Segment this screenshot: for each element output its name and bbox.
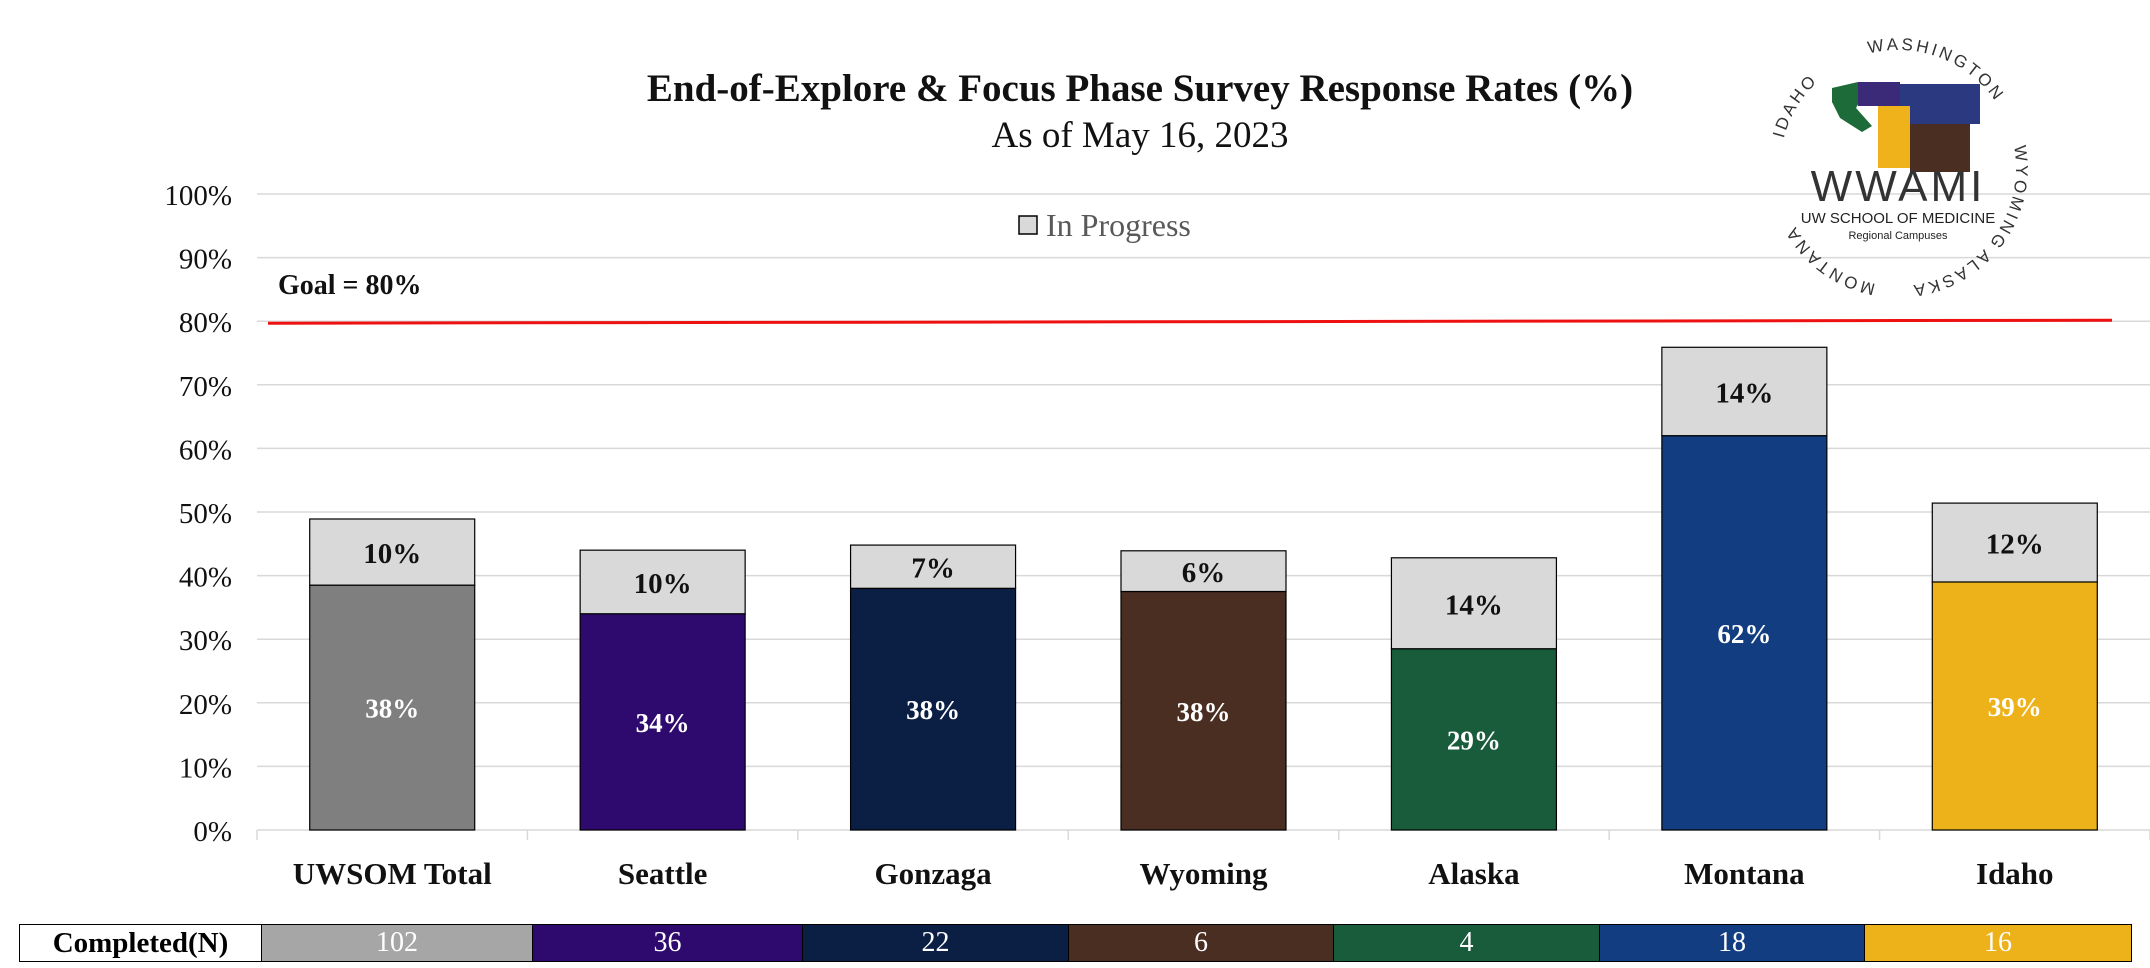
y-tick-label: 30% (179, 625, 232, 657)
data-label-in-progress: 14% (1445, 589, 1503, 621)
y-tick-label: 80% (179, 307, 232, 339)
bar-completed (1931, 581, 2098, 831)
x-tick-label: Wyoming (1139, 856, 1268, 891)
bar-in-progress (1120, 550, 1287, 593)
bar-completed (1390, 648, 1558, 831)
logo-line2: Regional Campuses (1848, 230, 1948, 242)
data-label-completed: 29% (1447, 725, 1501, 755)
completed-n-cell: 36 (531, 924, 804, 962)
data-label-completed: 38% (365, 694, 419, 724)
completed-n-table: Completed(N) 102 36 22 6 4 18 16 (18, 924, 2132, 962)
bar-in-progress (1661, 346, 1828, 437)
y-tick-label: 0% (193, 816, 232, 848)
logo-map-icon (1832, 82, 1980, 172)
x-tick-label: Seattle (618, 856, 708, 891)
logo-ring-alaska: ALASKA (1910, 246, 1995, 300)
chart-subtitle: As of May 16, 2023 (991, 115, 1289, 156)
bar-in-progress (309, 518, 476, 586)
bar-completed (579, 613, 746, 831)
x-tick-label: Idaho (1976, 856, 2054, 891)
y-tick-label: 40% (179, 562, 232, 594)
completed-n-cell: 4 (1333, 924, 1600, 962)
bar-in-progress (1390, 557, 1558, 650)
data-label-in-progress: 10% (634, 568, 692, 600)
bar-completed (1120, 590, 1287, 831)
data-label-completed: 34% (636, 708, 690, 738)
logo-line1: UW SCHOOL OF MEDICINE (1801, 210, 1995, 227)
data-label-in-progress: 10% (363, 538, 421, 570)
chart-title: End-of-Explore & Focus Phase Survey Resp… (646, 67, 1634, 110)
y-tick-label: 10% (179, 752, 232, 784)
wwami-logo: WWAMI UW SCHOOL OF MEDICINE Regional Cam… (1769, 35, 2031, 301)
x-tick-label: Montana (1684, 856, 1805, 891)
bar-completed (1661, 435, 1828, 831)
y-tick-label: 60% (179, 434, 232, 466)
goal-label: Goal = 80% (278, 270, 422, 301)
bar-in-progress (849, 544, 1017, 589)
y-tick-label: 70% (179, 371, 232, 403)
completed-n-cell: 102 (261, 924, 533, 962)
bar-in-progress (579, 549, 746, 615)
completed-n-cell: 6 (1067, 924, 1335, 962)
data-label-completed: 38% (906, 695, 960, 725)
completed-n-cell: 22 (802, 924, 1069, 962)
y-tick-label: 90% (179, 244, 232, 276)
data-label-completed: 38% (1177, 697, 1231, 727)
completed-n-cell: 16 (1864, 924, 2132, 962)
data-label-completed: 62% (1717, 619, 1771, 649)
x-tick-label: UWSOM Total (293, 856, 492, 891)
data-label-in-progress: 7% (911, 553, 955, 585)
x-tick-label: Gonzaga (875, 856, 993, 891)
data-label-in-progress: 14% (1715, 377, 1773, 409)
data-label-completed: 39% (1988, 692, 2042, 722)
data-label-in-progress: 6% (1182, 557, 1226, 589)
y-tick-label: 50% (179, 498, 232, 530)
logo-ring-idaho: IDAHO (1769, 70, 1821, 140)
y-tick-label: 20% (179, 689, 232, 721)
logo-ring-wyoming: WYOMING (1984, 144, 2031, 254)
bar-in-progress (1931, 502, 2098, 583)
goal-line (267, 318, 2113, 325)
completed-n-cell: 18 (1598, 924, 1866, 962)
y-tick-label: 100% (164, 180, 232, 212)
logo-wordmark: WWAMI (1811, 162, 1986, 211)
completed-n-header: Completed(N) (18, 924, 263, 962)
legend-label-in-progress: In Progress (1046, 207, 1191, 243)
legend-swatch-in-progress (1018, 215, 1038, 235)
response-rate-chart: 0% 10% 20% 30% 40% 50% 60% 70% 80% 90% 100% 38% 10% U… (164, 180, 2150, 891)
bar-completed (309, 584, 476, 831)
bar-completed (849, 587, 1017, 831)
x-tick-label: Alaska (1428, 856, 1520, 891)
data-label-in-progress: 12% (1986, 529, 2044, 561)
